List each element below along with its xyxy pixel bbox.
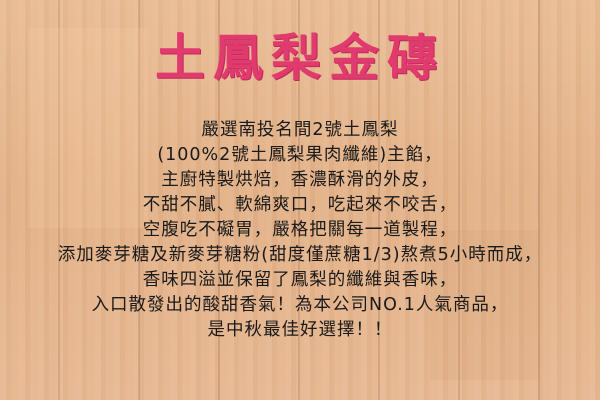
page-title: 土鳳梨金磚 bbox=[155, 29, 445, 87]
wood-panel-highlight bbox=[28, 28, 148, 228]
product-description: 嚴選南投名間2號土鳳梨 (100%2號土鳳梨果肉纖維)主餡， 主廚特製烘焙，香濃… bbox=[0, 118, 600, 343]
description-line-8: 入口散發出的酸甜香氣！為本公司NO.1人氣商品， bbox=[91, 295, 509, 315]
wood-panel-shade bbox=[430, 230, 540, 380]
description-line-5: 空腹吃不礙胃，嚴格把關每一道製程， bbox=[142, 220, 458, 240]
description-line-6: 添加麥芽糖及新麥芽糖粉(甜度僅蔗糖1/3)熬煮5小時而成， bbox=[57, 245, 543, 265]
description-line-3: 主廚特製烘焙，香濃酥滑的外皮， bbox=[161, 170, 439, 190]
description-line-1: 嚴選南投名間2號土鳳梨 bbox=[201, 120, 399, 140]
description-line-4: 不甜不膩、軟綿爽口，吃起來不咬舌， bbox=[142, 195, 458, 215]
description-line-9: 是中秋最佳好選擇！！ bbox=[207, 320, 393, 340]
description-line-7: 香味四溢並保留了鳳梨的纖維與香味， bbox=[142, 270, 458, 290]
description-line-2: (100%2號土鳳梨果肉纖維)主餡， bbox=[157, 145, 443, 165]
